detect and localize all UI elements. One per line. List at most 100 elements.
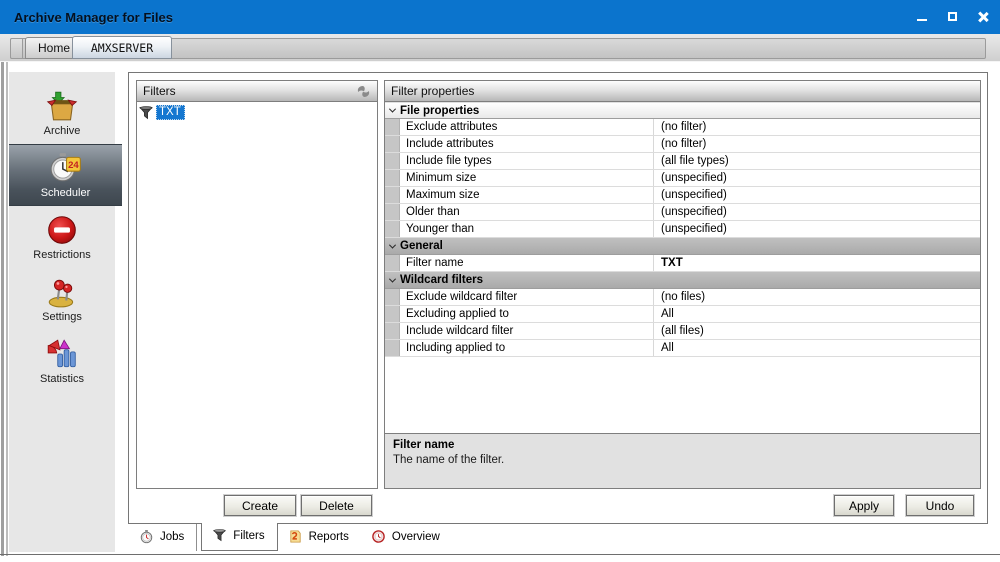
tab-label: Jobs (160, 530, 185, 543)
tab-reports[interactable]: Reports (278, 524, 361, 551)
property-value[interactable]: (no files) (654, 289, 980, 305)
titlebar: Archive Manager for Files (0, 0, 1000, 34)
property-name: Include wildcard filter (400, 323, 654, 339)
row-gutter (385, 119, 400, 135)
property-row[interactable]: Exclude wildcard filter (no files) (385, 289, 980, 306)
property-value[interactable]: TXT (654, 255, 980, 271)
filters-list: TXT (137, 102, 377, 488)
property-row[interactable]: Filter name TXT (385, 255, 980, 272)
row-gutter (385, 170, 400, 186)
property-value[interactable]: (no filter) (654, 136, 980, 152)
property-value[interactable]: (all files) (654, 323, 980, 339)
tab-overview[interactable]: Overview (361, 524, 452, 551)
filters-panel-title: Filters (143, 84, 176, 98)
property-name: Excluding applied to (400, 306, 654, 322)
property-value[interactable]: (unspecified) (654, 187, 980, 203)
sidebar-item-scheduler[interactable]: 24 Scheduler (9, 144, 122, 206)
row-gutter (385, 306, 400, 322)
property-grid: File properties Exclude attributes (no fil… (385, 102, 980, 357)
window-frame-bottom (0, 554, 1000, 555)
window-title: Archive Manager for Files (14, 9, 173, 25)
property-value[interactable]: (unspecified) (654, 221, 980, 237)
sidebar-item-label: Statistics (39, 373, 84, 385)
section-header-label: Wildcard filters (400, 274, 483, 286)
sidebar-item-statistics[interactable]: Statistics (9, 330, 115, 392)
property-row[interactable]: Younger than (unspecified) (385, 221, 980, 238)
stopwatch-icon (140, 529, 153, 544)
property-name: Include file types (400, 153, 654, 169)
property-row[interactable]: Exclude attributes (no filter) (385, 119, 980, 136)
tab-page: Filters TXT Filter properties File prope… (128, 72, 988, 524)
funnel-icon (139, 105, 153, 119)
window-controls (914, 8, 990, 24)
property-value[interactable]: (unspecified) (654, 204, 980, 220)
tab-filters[interactable]: Filters (201, 523, 278, 551)
property-row[interactable]: Include attributes (no filter) (385, 136, 980, 153)
tab-home[interactable]: Home (25, 37, 84, 59)
tab-label: Filters (233, 529, 265, 542)
property-name: Include attributes (400, 136, 654, 152)
property-row[interactable]: Include file types (all file types) (385, 153, 980, 170)
sidebar-item-label: Restrictions (33, 249, 91, 261)
archive-box-icon (46, 91, 78, 121)
filters-panel-header: Filters (137, 81, 377, 102)
property-name: Older than (400, 204, 654, 220)
minimize-icon (917, 18, 927, 21)
overview-clock-icon (372, 530, 385, 543)
filter-list-item-txt[interactable]: TXT (139, 105, 375, 120)
property-value[interactable]: All (654, 306, 980, 322)
tab-amxserver[interactable]: AMXSERVER (72, 36, 172, 59)
property-description: Filter name The name of the filter. (384, 433, 981, 489)
section-header[interactable]: File properties (385, 102, 980, 119)
close-icon (977, 11, 988, 22)
collapse-chevron-icon[interactable] (385, 103, 400, 118)
row-gutter (385, 221, 400, 237)
sidebar: Archive 24 Scheduler Restrictions (9, 72, 122, 552)
refresh-icon[interactable] (356, 85, 371, 98)
delete-button[interactable]: Delete (301, 495, 372, 516)
sidebar-item-settings[interactable]: Settings (9, 268, 115, 330)
property-name: Exclude wildcard filter (400, 289, 654, 305)
property-name: Exclude attributes (400, 119, 654, 135)
property-value[interactable]: (no filter) (654, 119, 980, 135)
section-header-label: File properties (400, 104, 480, 117)
property-row[interactable]: Older than (unspecified) (385, 204, 980, 221)
property-row[interactable]: Include wildcard filter (all files) (385, 323, 980, 340)
funnel-icon (213, 529, 227, 542)
sidebar-item-restrictions[interactable]: Restrictions (9, 206, 115, 268)
property-row[interactable]: Minimum size (unspecified) (385, 170, 980, 187)
sidebar-item-archive[interactable]: Archive (9, 82, 115, 144)
create-button[interactable]: Create (224, 495, 296, 516)
row-gutter (385, 153, 400, 169)
property-row[interactable]: Including applied to All (385, 340, 980, 357)
tab-label: Overview (391, 530, 440, 543)
collapse-chevron-icon[interactable] (385, 272, 400, 288)
tab-jobs[interactable]: Jobs (129, 524, 198, 551)
window-frame-line (1, 62, 4, 556)
joystick-icon (48, 279, 74, 308)
property-value[interactable]: (all file types) (654, 153, 980, 169)
maximize-button[interactable] (944, 8, 960, 24)
undo-button[interactable]: Undo (906, 495, 974, 516)
section-header[interactable]: Wildcard filters (385, 272, 980, 289)
section-header[interactable]: General (385, 238, 980, 255)
collapse-chevron-icon[interactable] (385, 238, 400, 254)
description-text: The name of the filter. (393, 454, 505, 466)
report-icon (290, 530, 301, 543)
property-name: Maximum size (400, 187, 654, 203)
property-row[interactable]: Excluding applied to All (385, 306, 980, 323)
property-row[interactable]: Maximum size (unspecified) (385, 187, 980, 204)
sidebar-item-label: Archive (43, 125, 81, 137)
row-gutter (385, 323, 400, 339)
minimize-button[interactable] (914, 8, 930, 24)
property-value[interactable]: (unspecified) (654, 170, 980, 186)
scheduler-clock-icon: 24 (50, 153, 81, 182)
apply-button[interactable]: Apply (834, 495, 894, 516)
property-name: Filter name (400, 255, 654, 271)
tabstrip-corner (10, 38, 23, 59)
filter-properties-title: Filter properties (391, 84, 475, 98)
close-button[interactable] (974, 8, 990, 24)
window-frame-line (6, 62, 8, 556)
filter-properties-panel: Filter properties File properties Exclude… (384, 80, 981, 434)
property-value[interactable]: All (654, 340, 980, 356)
